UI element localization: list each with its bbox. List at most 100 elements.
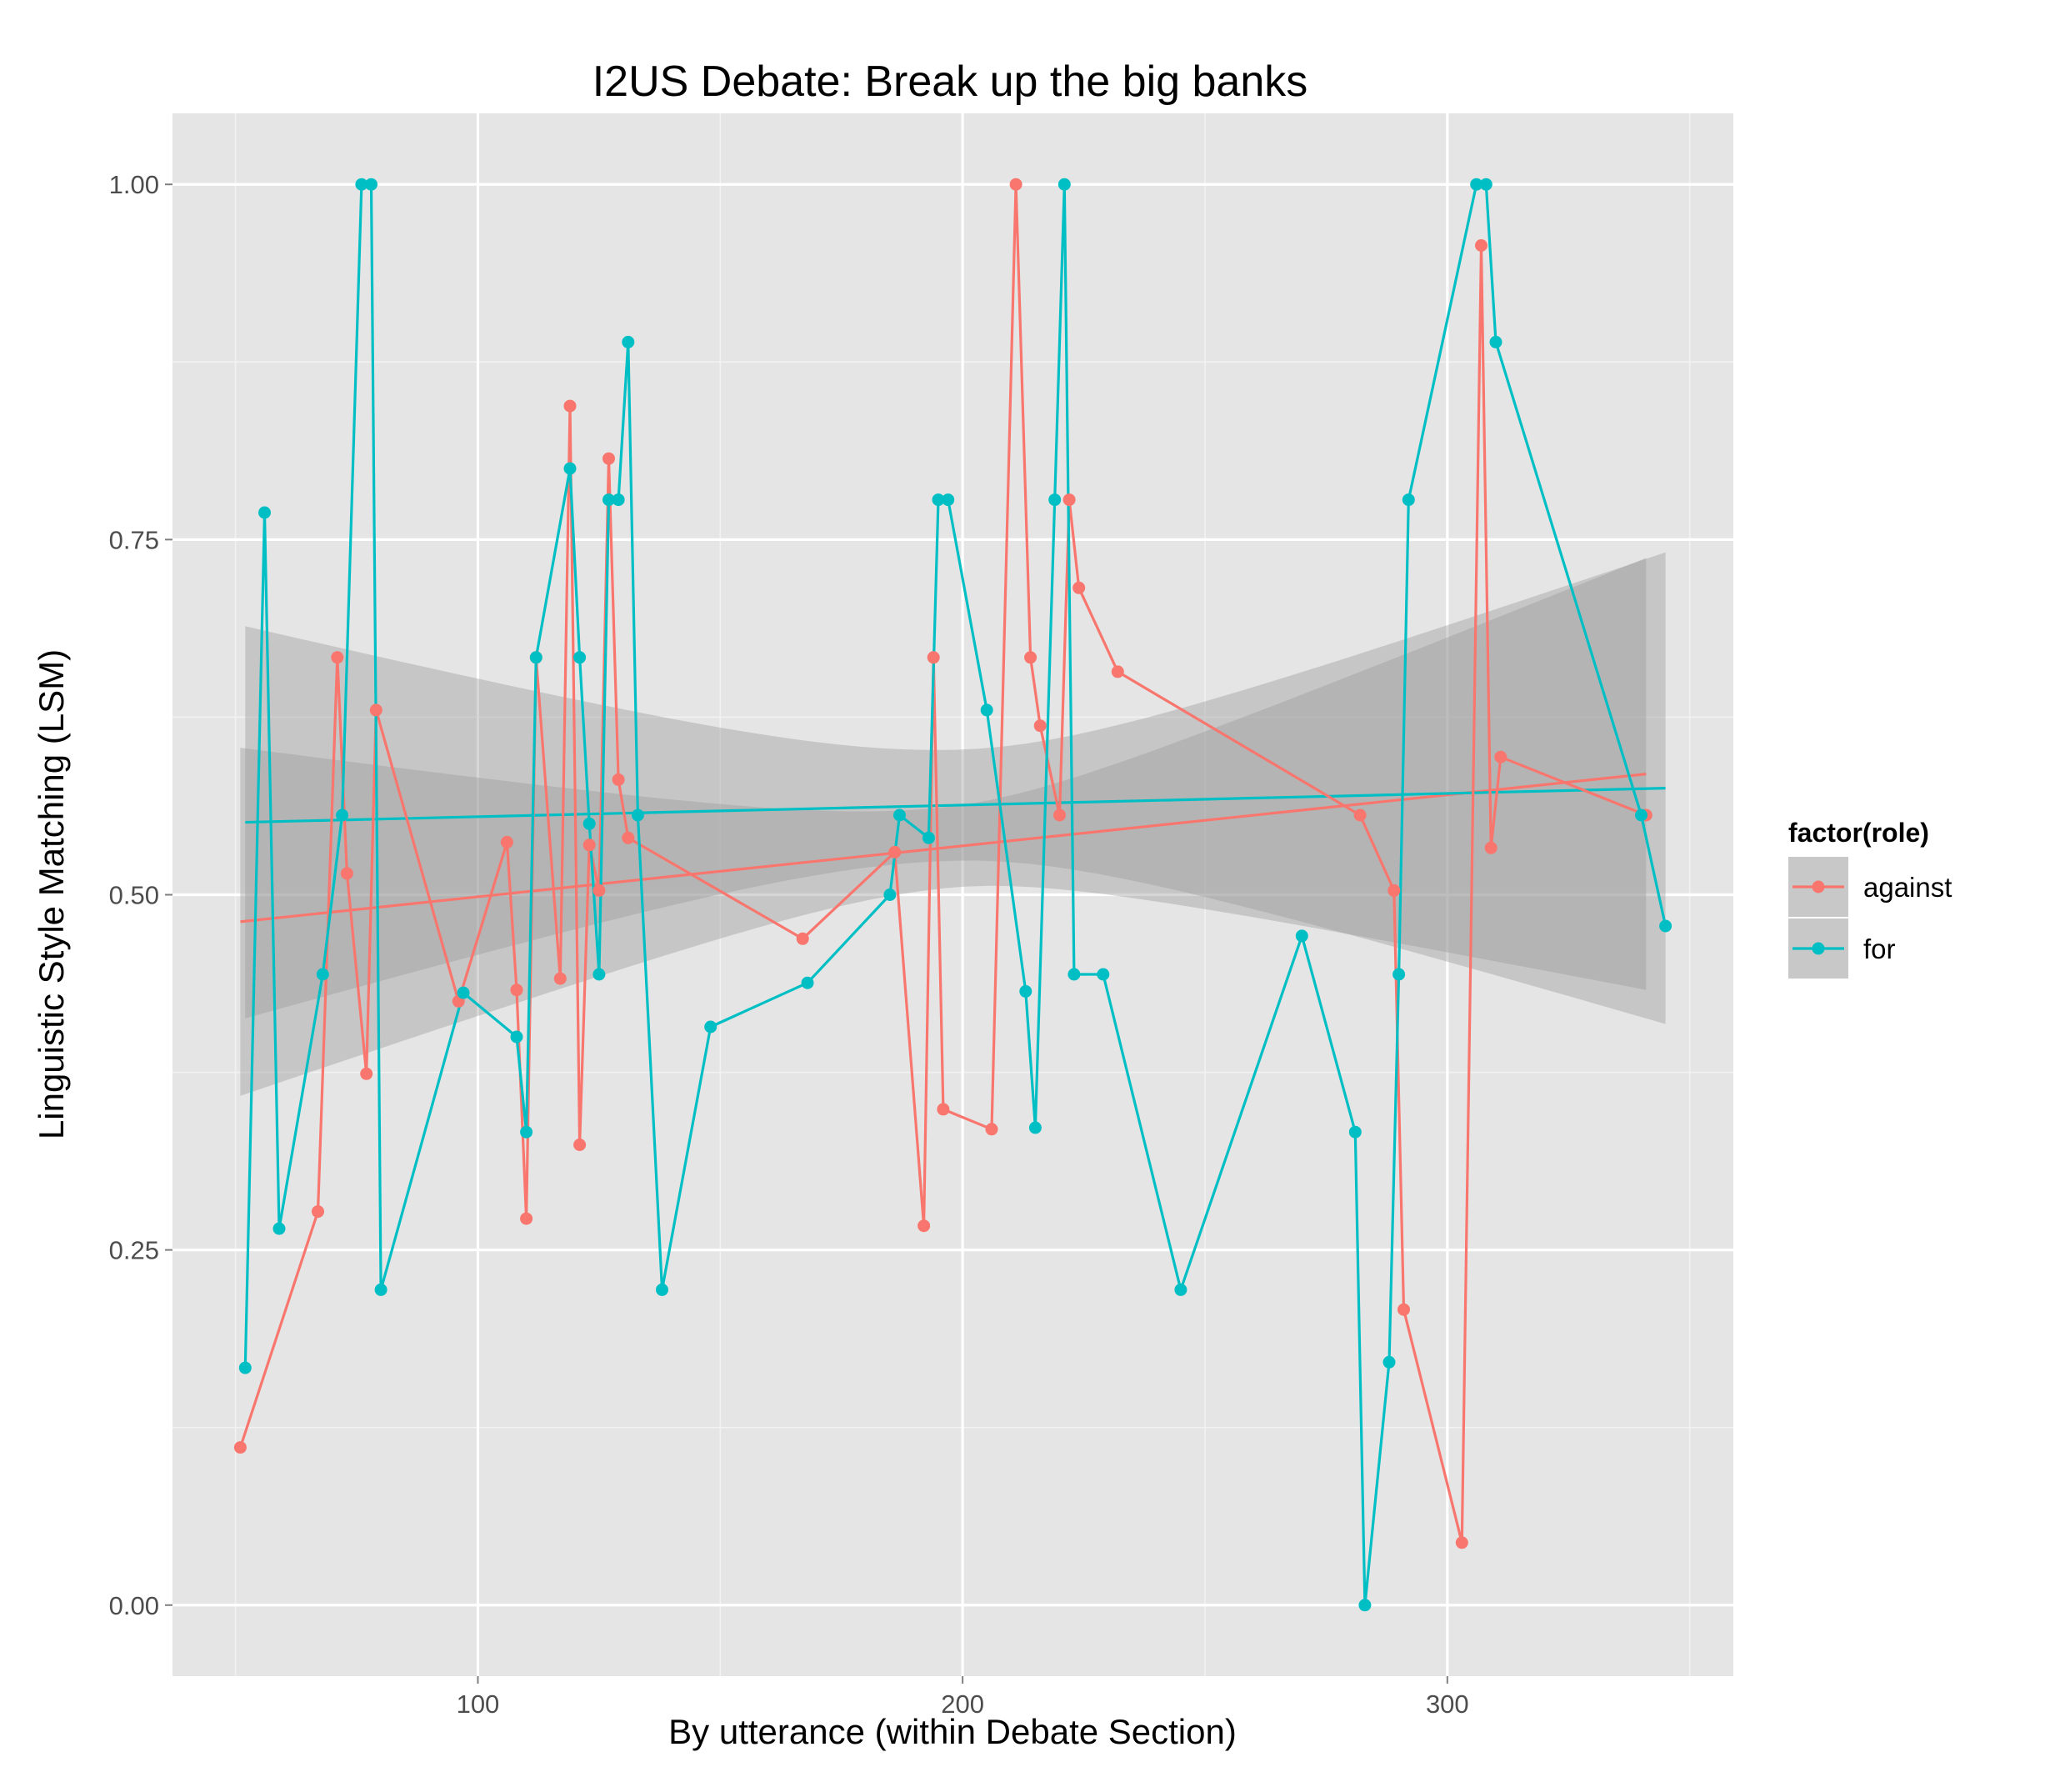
point-against-25 [1009, 178, 1022, 191]
point-for-12 [563, 462, 577, 475]
point-against-9 [520, 1212, 533, 1225]
legend-title: factor(role) [1788, 818, 1929, 848]
point-against-5 [369, 703, 382, 717]
point-against-8 [510, 984, 523, 997]
x-tick-label-0: 100 [457, 1689, 500, 1719]
chart-title: I2US Debate: Break up the big banks [592, 58, 1308, 106]
point-against-4 [360, 1067, 373, 1080]
point-for-7 [374, 1283, 388, 1296]
x-axis-title: By utterance (within Debate Section) [668, 1712, 1237, 1751]
point-for-25 [922, 831, 935, 844]
point-for-36 [1295, 929, 1308, 943]
point-against-1 [312, 1205, 324, 1219]
point-against-29 [1062, 493, 1076, 507]
point-for-11 [529, 651, 542, 664]
x-tick-label-2: 300 [1426, 1689, 1469, 1719]
point-against-16 [602, 452, 615, 465]
point-for-21 [704, 1020, 718, 1034]
point-against-30 [1072, 581, 1086, 594]
point-for-0 [238, 1361, 252, 1374]
y-tick-label-4: 1.00 [109, 170, 159, 199]
point-against-22 [927, 651, 940, 664]
point-for-8 [457, 986, 470, 999]
point-for-1 [258, 506, 271, 519]
data-points [233, 178, 1672, 1612]
point-against-32 [1353, 808, 1367, 822]
point-for-28 [980, 703, 993, 717]
point-for-17 [612, 493, 625, 507]
legend-label-against: against [1863, 872, 1952, 903]
y-axis-title: Linguistic Style Matching (LSM) [32, 649, 71, 1139]
point-for-10 [520, 1125, 533, 1139]
point-against-37 [1484, 841, 1498, 854]
point-for-43 [1479, 178, 1492, 191]
point-for-9 [510, 1030, 523, 1044]
point-for-40 [1392, 968, 1406, 981]
y-tick-label-3: 0.75 [109, 525, 159, 554]
series-line-against [238, 183, 1647, 1544]
x-tick-label-1: 200 [941, 1689, 984, 1719]
point-for-26 [932, 493, 945, 507]
point-for-41 [1402, 493, 1415, 507]
point-for-16 [602, 493, 615, 507]
point-for-19 [631, 808, 644, 822]
point-against-11 [553, 972, 567, 985]
y-tick-label-1: 0.25 [109, 1236, 159, 1265]
point-for-14 [582, 817, 596, 830]
point-against-28 [1053, 808, 1066, 822]
regression-line-against [240, 773, 1647, 924]
point-against-20 [888, 845, 902, 858]
point-for-4 [336, 808, 349, 822]
point-against-27 [1033, 719, 1047, 733]
point-against-35 [1455, 1536, 1468, 1549]
point-against-15 [592, 883, 606, 897]
regression-line-for [245, 787, 1666, 824]
point-against-12 [563, 399, 577, 413]
point-against-38 [1494, 750, 1508, 763]
legend: factor(role) against for [1788, 818, 1952, 979]
confidence-band-against [240, 558, 1647, 1096]
point-for-22 [801, 976, 814, 989]
y-axis-ticks: 0.00 0.25 0.50 0.75 1.00 [109, 170, 172, 1620]
point-for-20 [656, 1283, 668, 1296]
point-for-44 [1489, 335, 1502, 348]
point-for-24 [893, 808, 906, 822]
point-for-37 [1348, 1125, 1362, 1139]
point-for-29 [1019, 984, 1032, 998]
point-for-32 [1058, 178, 1071, 191]
point-for-15 [592, 968, 606, 981]
point-against-13 [573, 1139, 587, 1151]
point-against-18 [622, 831, 635, 844]
legend-key-against-point [1812, 880, 1825, 893]
point-against-33 [1388, 883, 1401, 897]
point-for-5 [355, 178, 368, 191]
point-for-13 [573, 651, 587, 664]
point-for-2 [272, 1222, 286, 1235]
point-for-27 [942, 493, 955, 507]
point-against-0 [233, 1441, 247, 1454]
point-for-31 [1048, 493, 1062, 507]
point-against-7 [500, 835, 513, 848]
point-for-34 [1097, 968, 1110, 981]
point-for-35 [1174, 1283, 1188, 1296]
point-for-23 [883, 888, 897, 901]
point-against-34 [1398, 1303, 1410, 1316]
point-against-2 [331, 651, 344, 664]
point-for-6 [365, 178, 378, 191]
point-for-46 [1659, 919, 1672, 933]
point-for-33 [1068, 968, 1081, 981]
point-against-26 [1024, 651, 1038, 664]
regression-lines [240, 773, 1666, 924]
point-against-19 [796, 932, 809, 945]
point-against-24 [985, 1123, 998, 1136]
point-against-3 [340, 867, 353, 880]
point-against-31 [1111, 665, 1124, 678]
point-for-18 [622, 335, 635, 348]
legend-key-for-point [1812, 942, 1825, 955]
point-for-3 [316, 968, 329, 981]
grid-major [172, 113, 1733, 1676]
point-against-23 [937, 1103, 950, 1116]
point-for-45 [1635, 808, 1648, 822]
legend-label-for: for [1863, 934, 1896, 964]
